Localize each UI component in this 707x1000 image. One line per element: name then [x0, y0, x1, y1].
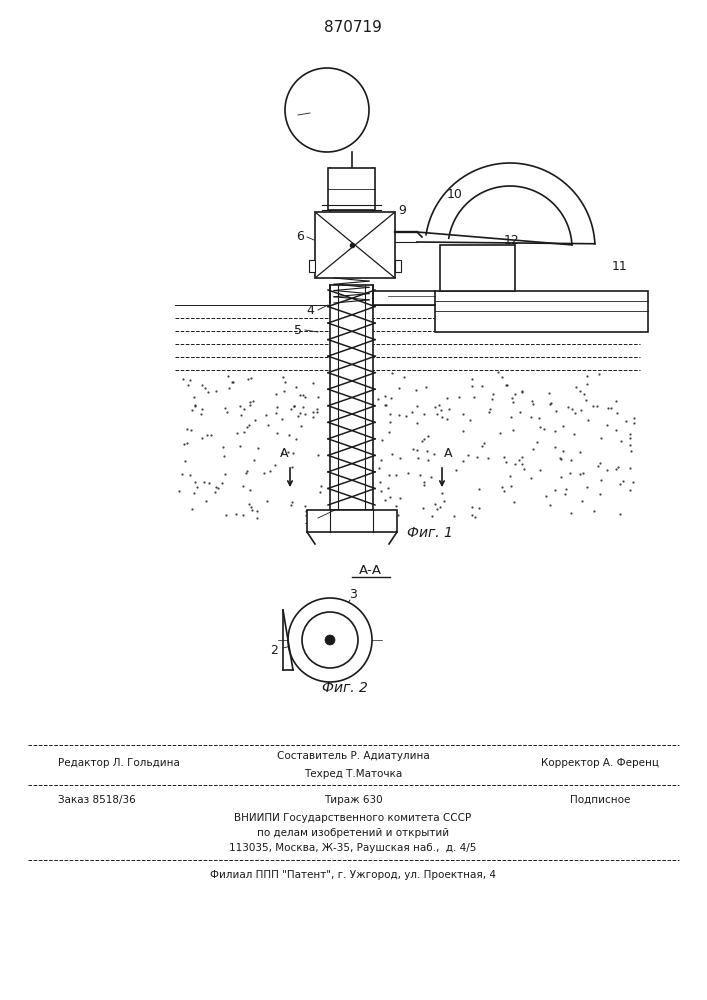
- Text: Тираж 630: Тираж 630: [324, 795, 382, 805]
- Circle shape: [285, 68, 369, 152]
- Text: Техред Т.Маточка: Техред Т.Маточка: [304, 769, 402, 779]
- Text: 1.: 1.: [304, 514, 316, 526]
- Text: 3: 3: [349, 588, 357, 601]
- Bar: [328, 168, 375, 210]
- Text: 4: 4: [306, 304, 314, 316]
- Text: ВНИИПИ Государственного комитета СССР: ВНИИПИ Государственного комитета СССР: [235, 813, 472, 823]
- Text: 9: 9: [398, 204, 406, 217]
- Text: 7: 7: [286, 108, 294, 121]
- Text: Составитель Р. Адиатулина: Составитель Р. Адиатулина: [276, 751, 429, 761]
- Text: 6: 6: [296, 231, 304, 243]
- Bar: [315, 212, 395, 278]
- Text: 10: 10: [447, 188, 463, 202]
- Bar: [440, 245, 515, 291]
- Text: 2: 2: [270, 644, 278, 656]
- Text: по делам изобретений и открытий: по делам изобретений и открытий: [257, 828, 449, 838]
- Bar: [435, 291, 648, 332]
- Text: Подписное: Подписное: [570, 795, 630, 805]
- Text: А: А: [280, 447, 288, 460]
- Text: Заказ 8518/36: Заказ 8518/36: [58, 795, 136, 805]
- Text: 5: 5: [294, 324, 302, 336]
- Bar: [309, 260, 315, 272]
- Circle shape: [325, 635, 335, 645]
- Text: 870719: 870719: [324, 20, 382, 35]
- Text: 113035, Москва, Ж-35, Раушская наб.,  д. 4/5: 113035, Москва, Ж-35, Раушская наб., д. …: [229, 843, 477, 853]
- Text: Фиг. 1: Фиг. 1: [407, 526, 453, 540]
- Text: Редактор Л. Гольдина: Редактор Л. Гольдина: [58, 758, 180, 768]
- Text: А: А: [444, 447, 452, 460]
- Text: 8: 8: [332, 186, 340, 200]
- Circle shape: [302, 612, 358, 668]
- Text: 11: 11: [612, 260, 628, 273]
- Circle shape: [288, 598, 372, 682]
- Text: Филиал ППП "Патент", г. Ужгород, ул. Проектная, 4: Филиал ППП "Патент", г. Ужгород, ул. Про…: [210, 870, 496, 880]
- Text: 12: 12: [504, 233, 520, 246]
- Bar: [330, 285, 373, 510]
- Text: Корректор А. Ференц: Корректор А. Ференц: [541, 758, 659, 768]
- Text: А-А: А-А: [358, 564, 382, 576]
- Bar: [395, 260, 401, 272]
- Bar: [307, 510, 397, 532]
- Text: Фиг. 2: Фиг. 2: [322, 681, 368, 695]
